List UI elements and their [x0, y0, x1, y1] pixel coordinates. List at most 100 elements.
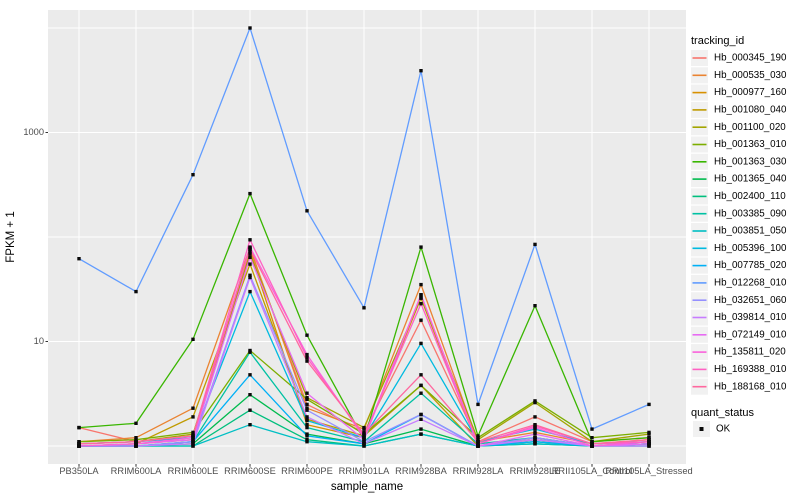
data-point	[590, 436, 594, 440]
data-point	[590, 427, 594, 431]
data-point	[191, 434, 195, 438]
legend-item-label: Hb_003385_090	[714, 208, 787, 219]
data-point	[419, 69, 423, 73]
data-point	[305, 402, 309, 407]
data-point	[419, 245, 423, 249]
data-point	[305, 359, 309, 363]
legend-item-label: Hb_001100_020	[714, 122, 786, 133]
data-point	[419, 383, 423, 388]
legend-item-label: Hb_005396_100	[714, 243, 787, 254]
data-point	[419, 427, 423, 431]
x-tick-label: RRIM928BA	[395, 466, 447, 476]
data-point	[419, 296, 423, 300]
legend-item-label: Hb_169388_010	[714, 364, 787, 375]
legend-item-label: Hb_072149_010	[714, 329, 787, 340]
data-point	[533, 436, 537, 440]
legend-item-label: Hb_003851_050	[714, 226, 787, 237]
data-point	[647, 440, 651, 444]
data-point	[419, 417, 423, 421]
legend-item-label: Hb_039814_010	[714, 312, 787, 323]
legend-item-label: Hb_002400_110	[714, 191, 786, 202]
data-point	[362, 434, 366, 438]
data-point	[647, 402, 651, 407]
data-point	[305, 391, 309, 395]
data-point	[191, 173, 195, 177]
data-point	[248, 373, 252, 377]
data-point	[248, 252, 252, 256]
data-point	[191, 430, 195, 435]
data-point	[476, 438, 480, 442]
data-point	[248, 26, 252, 30]
data-point	[419, 391, 423, 395]
data-point	[77, 425, 81, 430]
data-point	[248, 350, 252, 354]
axis-ticks	[45, 132, 650, 467]
legend-item-label: Hb_012268_010	[714, 277, 787, 288]
data-point	[476, 434, 480, 438]
x-tick-labels: PB350LA RRIM600LA RRIM600LE RRIM600SE RRIM60…	[59, 466, 692, 476]
data-point	[248, 255, 252, 259]
data-point	[590, 442, 594, 446]
data-point	[305, 209, 309, 213]
data-point	[647, 436, 651, 440]
data-point	[77, 257, 81, 261]
data-point	[476, 444, 480, 448]
data-point	[533, 242, 537, 247]
data-point	[134, 438, 138, 442]
data-point	[305, 438, 309, 442]
legend-item-label: Hb_001080_040	[714, 104, 787, 115]
legend-items: Hb_000345_190 Hb_000535_030 Hb_000977_160 H…	[691, 50, 787, 395]
data-point	[362, 442, 366, 446]
data-point	[191, 442, 195, 446]
x-tick-label: RRII105LA_Stressed	[605, 466, 692, 476]
data-point	[305, 418, 309, 423]
data-point	[419, 373, 423, 377]
data-point	[362, 306, 366, 310]
data-point	[362, 440, 366, 444]
data-point	[134, 442, 138, 446]
data-point	[248, 191, 252, 196]
data-point	[533, 399, 537, 403]
data-point	[533, 304, 537, 308]
data-point	[248, 423, 252, 427]
data-point	[362, 438, 366, 442]
legend-item-label: Hb_000345_190	[714, 53, 787, 64]
data-point	[419, 432, 423, 436]
legend-item-label: Hb_188168_010	[714, 381, 787, 392]
x-tick-label: RRII105LA_Control	[552, 466, 633, 476]
x-tick-label: PB350LA	[59, 466, 99, 476]
data-point	[419, 412, 423, 417]
x-axis-title: sample_name	[331, 481, 403, 493]
gridlines	[48, 10, 686, 464]
data-point	[134, 421, 138, 425]
data-point	[248, 238, 252, 242]
data-point	[362, 444, 366, 448]
data-point	[362, 432, 366, 436]
legend-item-label: Hb_000977_160	[714, 87, 787, 98]
y-tick-label-10: 10	[34, 336, 44, 346]
data-point	[647, 442, 651, 446]
data-point	[248, 262, 252, 266]
legend-item-label: Hb_135811_020	[714, 347, 786, 358]
data-point	[647, 430, 651, 435]
data-point	[248, 408, 252, 412]
data-point	[191, 415, 195, 419]
data-point	[533, 438, 537, 442]
data-point	[77, 444, 81, 448]
data-point	[191, 337, 195, 341]
data-point	[248, 247, 252, 251]
data-point	[476, 440, 480, 444]
data-point	[419, 282, 423, 287]
legend-title-quant-status: quant_status	[691, 407, 754, 419]
data-point	[533, 432, 537, 436]
legend-item-label: Hb_000535_030	[714, 70, 787, 81]
data-point	[533, 423, 537, 427]
x-tick-label: RRIM928LA	[453, 466, 504, 476]
legend-item-label: Hb_001363_030	[714, 156, 787, 167]
data-point	[476, 442, 480, 446]
data-point	[77, 440, 81, 444]
data-point	[476, 402, 480, 407]
data-point	[191, 440, 195, 444]
